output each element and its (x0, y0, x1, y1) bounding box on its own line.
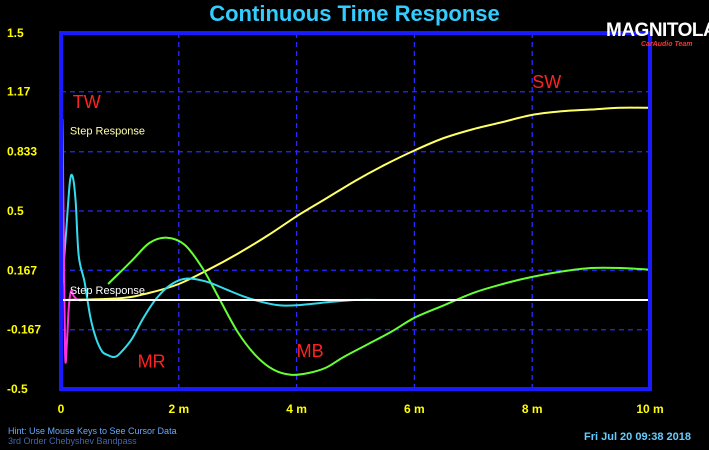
series-line-sw (60, 106, 651, 301)
x-tick-label: 0 (58, 402, 65, 416)
y-tick-label: -0.167 (7, 323, 41, 337)
x-tick-label: 2 m (168, 402, 189, 416)
series-line-mb (107, 236, 651, 376)
plot-frame (59, 31, 652, 391)
series-line-tw (60, 118, 650, 364)
annotation-sw: SW (532, 72, 561, 92)
y-tick-label: 0.833 (7, 145, 37, 159)
brand-logo: MAGNITOLA (606, 20, 709, 41)
chart-title: Continuous Time Response (209, 1, 500, 26)
x-tick-label: 10 m (636, 402, 663, 416)
y-tick-label: -0.5 (7, 382, 28, 396)
x-tick-label: 4 m (286, 402, 307, 416)
x-tick-label: 6 m (404, 402, 425, 416)
y-tick-label: 0.167 (7, 263, 37, 277)
y-tick-label: 1.5 (7, 26, 24, 40)
annotation-mb: MB (297, 341, 324, 361)
datetime-stamp: Fri Jul 20 09:38 2018 (584, 431, 692, 443)
y-tick-label: 0.5 (7, 204, 24, 218)
annotation-tw: TW (73, 92, 101, 112)
filter-type-text: 3rd Order Chebyshev Bandpass (8, 436, 137, 446)
y-axis-ticks: 1.5 1.17 0.833 0.5 0.167 -0.167 -0.5 (7, 26, 41, 396)
annotation-mr: MR (138, 352, 166, 372)
series-group (60, 106, 651, 376)
y-tick-label: 1.17 (7, 85, 31, 99)
x-tick-label: 8 m (522, 402, 543, 416)
annotation-step-response: Step Response (70, 125, 145, 137)
annotation-step-response: Step Response (70, 285, 145, 297)
x-axis-ticks: 0 2 m 4 m 6 m 8 m 10 m (58, 402, 664, 416)
series-line-mr (60, 173, 386, 359)
annotation-group: TW SW MR MB Step Response Step Response (70, 72, 561, 371)
hint-text: Hint: Use Mouse Keys to See Cursor Data (8, 426, 177, 436)
grid-lines (61, 33, 650, 389)
brand-subtitle: CarAudio Team (641, 41, 693, 48)
